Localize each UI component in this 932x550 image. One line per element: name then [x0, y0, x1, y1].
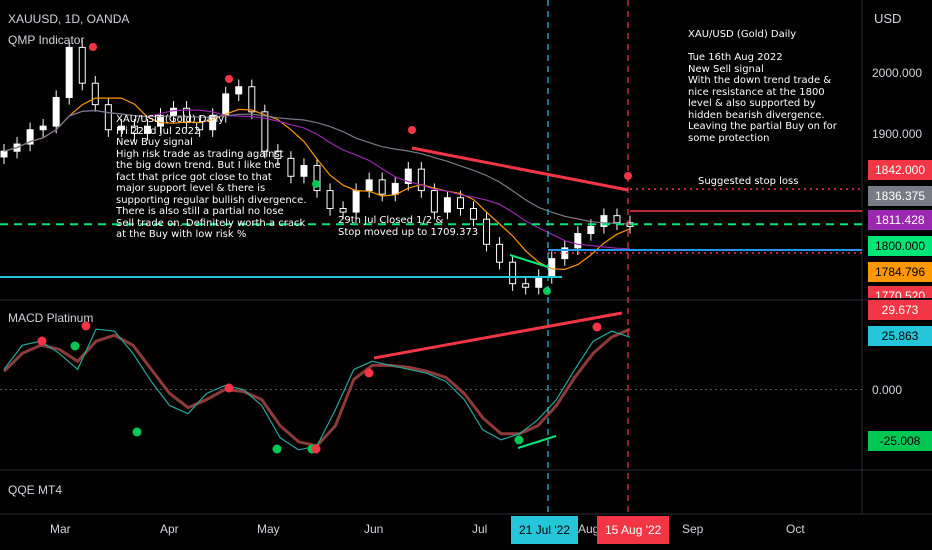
signal-dot-buy [312, 180, 320, 188]
macd-slow-line [2, 327, 631, 448]
macd-tag: -25.008 [868, 431, 932, 451]
candle-body [0, 150, 8, 158]
macd-tag: 29.673 [868, 300, 932, 320]
candle-body [222, 93, 230, 116]
time-highlight-21jul[interactable]: 21 Jul '22 [511, 516, 578, 544]
candle-body [39, 125, 47, 131]
macd-bearish-div-line [373, 311, 623, 360]
candle-body [535, 276, 543, 288]
bullish-div-price-line [509, 254, 549, 268]
candle-body [209, 114, 217, 131]
candle-body [274, 150, 282, 159]
candle-body [52, 97, 60, 127]
candle-body [456, 197, 464, 209]
candle-body [78, 46, 86, 84]
macd-signal-dot-sell [311, 444, 321, 454]
time-highlight-15aug[interactable]: 15 Aug '22 [597, 516, 670, 544]
signal-dot-sell [408, 126, 416, 134]
candle-body [130, 125, 138, 134]
candle-body [287, 157, 295, 177]
signal-dot-sell [225, 75, 233, 83]
grid [0, 0, 932, 515]
macd-signal-dot-sell [81, 321, 91, 331]
candle-body [143, 125, 151, 134]
candle-body [391, 182, 399, 195]
stop-loss-note: Suggested stop loss [698, 176, 799, 187]
candle-body [313, 165, 321, 192]
candle-body [522, 283, 530, 288]
symbol-title[interactable]: XAUUSD, 1D, OANDA [8, 12, 130, 26]
overlay [547, 0, 629, 514]
candle-body [430, 190, 438, 213]
closed-half-note: 29th Jul Closed 1/2 & Stop moved up to 1… [338, 215, 479, 238]
candle-body [300, 165, 308, 177]
price-tag: 1784.796 [868, 262, 932, 282]
macd-signal-dot-buy [272, 444, 282, 454]
time-tick-mar: Mar [50, 522, 71, 536]
macd-pane[interactable] [2, 311, 631, 454]
candle-body [470, 207, 477, 220]
price-tag: 1842.000 [868, 160, 932, 180]
time-tick-may: May [257, 522, 280, 536]
sell-signal-note: XAU/USD (Gold) Daily Tue 16th Aug 2022 N… [688, 29, 837, 144]
candle-body [91, 82, 99, 106]
macd-signal-dot-sell [592, 322, 602, 332]
time-tick-aug: Aug [578, 522, 600, 536]
time-tick-sep: Sep [682, 522, 704, 536]
macd-signal-dot-buy [132, 427, 142, 437]
candle-body [365, 179, 373, 192]
time-tick-apr: Apr [160, 522, 179, 536]
candle-body [104, 104, 112, 131]
macd-bullish-div-line [517, 435, 557, 449]
signal-dot-sell [89, 43, 97, 51]
ema-orange-line [3, 97, 631, 271]
ema-gray-line [3, 109, 631, 225]
candle-body [235, 86, 243, 95]
candle-body [26, 129, 34, 145]
candle-body [483, 218, 491, 245]
indicator-qqe-label[interactable]: QQE MT4 [8, 483, 63, 497]
macd-tick-0: 0.000 [872, 383, 903, 397]
candle-body [261, 111, 269, 152]
candle-body [117, 125, 125, 131]
candle-body [587, 225, 595, 235]
candle-body [443, 197, 451, 213]
price-tag: 1836.375 [868, 186, 932, 206]
time-tick-jul: Jul [472, 522, 488, 536]
candle-body [339, 207, 347, 213]
price-tag: 1770.520 [868, 286, 932, 298]
candle-body [613, 215, 621, 224]
candle-body [352, 190, 360, 213]
macd-signal-dot-buy [514, 435, 524, 445]
time-tick-oct: Oct [786, 522, 805, 536]
candle-body [600, 215, 608, 227]
buy-signal-note: XAU/USD (Gold) Daily Fri 22nd Jul 2022 N… [116, 114, 307, 240]
price-tick-1900: 1900.000 [872, 127, 923, 141]
candle-body [65, 46, 73, 99]
candle-body [326, 190, 334, 209]
macd-tag: 25.863 [868, 326, 932, 346]
price-tag: 1800.000 [868, 236, 932, 256]
macd-signal-dot-sell [364, 368, 374, 378]
candle-body [574, 233, 582, 249]
candle-body [378, 179, 386, 195]
indicator-qmp-label[interactable]: QMP Indicator [8, 33, 85, 47]
candle-body [417, 168, 425, 192]
price-tick-2000: 2000.000 [872, 66, 923, 80]
candle-body [496, 243, 504, 263]
candle-body [404, 168, 412, 184]
candle-body [248, 86, 256, 113]
downtrend-line [411, 146, 629, 192]
candle-body [509, 261, 517, 285]
indicator-macd-label[interactable]: MACD Platinum [8, 311, 94, 325]
price-tag: 1811.428 [868, 210, 932, 230]
currency-label: USD [874, 11, 902, 26]
price-pane[interactable] [0, 40, 862, 295]
signal-dot-buy [543, 287, 551, 295]
macd-signal-dot-sell [37, 336, 47, 346]
time-tick-jun: Jun [364, 522, 384, 536]
macd-signal-dot-sell [224, 383, 234, 393]
macd-signal-dot-buy [70, 341, 80, 351]
